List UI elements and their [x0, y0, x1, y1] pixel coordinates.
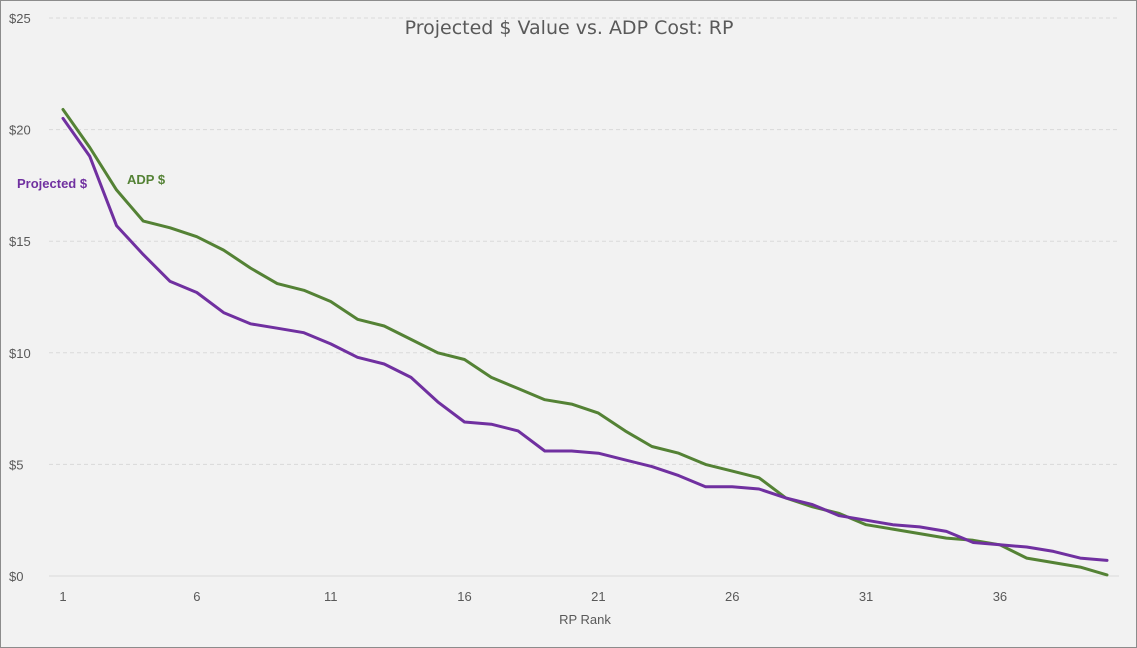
series-label-projected: Projected $ [17, 176, 88, 191]
series-label-adp: ADP $ [127, 172, 166, 187]
x-axis-label: RP Rank [559, 612, 611, 627]
x-axis-ticks: 1 6 11 16 21 26 31 36 [59, 589, 1007, 604]
y-tick-label: $25 [9, 11, 31, 26]
x-tick-label: 21 [591, 589, 605, 604]
y-tick-label: $10 [9, 346, 31, 361]
y-axis-ticks: $0 $5 $10 $15 $20 $25 [9, 11, 31, 584]
x-tick-label: 36 [993, 589, 1007, 604]
x-tick-label: 31 [859, 589, 873, 604]
adp-series-line [61, 108, 1109, 577]
y-tick-label: $20 [9, 123, 31, 138]
x-tick-label: 16 [457, 589, 471, 604]
y-tick-label: $5 [9, 457, 23, 472]
chart-title: Projected $ Value vs. ADP Cost: RP [405, 17, 734, 39]
x-tick-label: 26 [725, 589, 739, 604]
y-tick-label: $15 [9, 234, 31, 249]
series-lines [61, 108, 1109, 577]
projected-series-line [61, 116, 1109, 562]
gridlines [49, 17, 1119, 577]
x-tick-label: 1 [59, 589, 66, 604]
y-tick-label: $0 [9, 569, 23, 584]
x-tick-label: 6 [193, 589, 200, 604]
x-tick-label: 11 [324, 589, 338, 604]
